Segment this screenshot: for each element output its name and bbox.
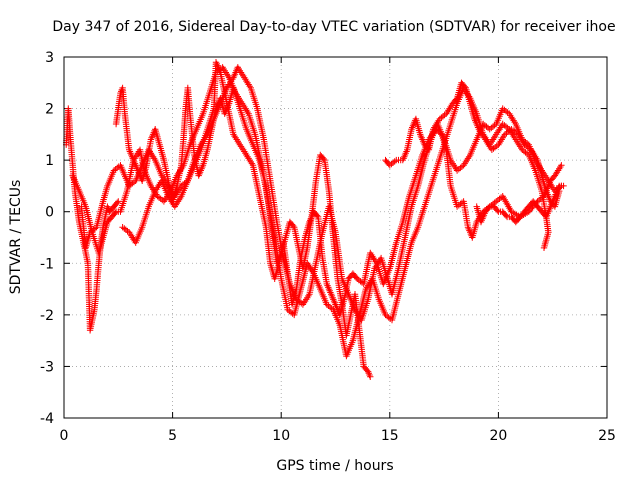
data-point xyxy=(216,66,223,74)
data-point xyxy=(391,158,398,165)
data-point xyxy=(558,162,565,169)
x-tick-label: 20 xyxy=(489,428,507,444)
data-point xyxy=(115,198,122,205)
data-point xyxy=(486,126,493,133)
data-point xyxy=(154,193,161,200)
y-tick-label: 2 xyxy=(45,102,54,118)
x-tick-label: 0 xyxy=(60,428,69,444)
x-tick-label: 5 xyxy=(168,428,177,444)
data-point xyxy=(526,145,533,152)
y-axis-label: SDTVAR / TECUs xyxy=(8,180,24,295)
data-point xyxy=(458,163,466,170)
chart-title: Day 347 of 2016, Sidereal Day-to-day VTE… xyxy=(52,19,615,35)
plot-frame xyxy=(63,56,608,419)
y-tick-label: 0 xyxy=(45,205,54,221)
data-points xyxy=(63,59,567,380)
series-2 xyxy=(78,64,565,324)
data-point xyxy=(122,226,130,233)
y-tick-label: -4 xyxy=(40,411,54,427)
data-point xyxy=(439,113,447,120)
data-point xyxy=(502,123,510,130)
data-point xyxy=(284,306,291,313)
y-tick-label: -1 xyxy=(40,256,54,272)
data-point xyxy=(289,222,297,230)
series-3 xyxy=(112,84,374,380)
data-point xyxy=(114,199,121,206)
tick-labels: 0 5 10 15 20 25 -4 -3 -2 -1 0 1 2 3 xyxy=(40,50,616,444)
y-tick-label: -2 xyxy=(40,308,54,324)
data-point xyxy=(313,212,321,219)
y-tick-label: -3 xyxy=(40,359,54,375)
data-point xyxy=(540,244,548,252)
data-point xyxy=(367,373,374,380)
data-point xyxy=(502,212,510,219)
x-tick-label: 25 xyxy=(598,428,616,444)
data-point xyxy=(323,301,330,308)
data-point xyxy=(320,155,327,163)
data-point xyxy=(522,149,529,156)
data-point xyxy=(386,162,393,169)
data-point xyxy=(502,108,510,115)
y-tick-label: 3 xyxy=(45,50,54,66)
x-axis-label: GPS time / hours xyxy=(276,458,393,474)
data-point xyxy=(490,145,497,152)
data-point xyxy=(522,142,530,150)
x-tick-label: 10 xyxy=(272,428,290,444)
series-1 xyxy=(63,105,122,334)
series-7 xyxy=(473,182,567,226)
data-point xyxy=(114,164,121,172)
data-point xyxy=(485,204,492,211)
x-tick-label: 15 xyxy=(381,428,399,444)
data-point xyxy=(354,275,361,282)
data-point xyxy=(494,207,501,214)
data-point xyxy=(560,182,567,190)
data-point xyxy=(501,131,509,138)
data-point xyxy=(385,314,392,321)
y-tick-label: 1 xyxy=(45,153,54,169)
data-point xyxy=(111,209,119,217)
data-point xyxy=(493,142,500,150)
series-6 xyxy=(69,64,552,360)
data-point xyxy=(520,147,528,155)
